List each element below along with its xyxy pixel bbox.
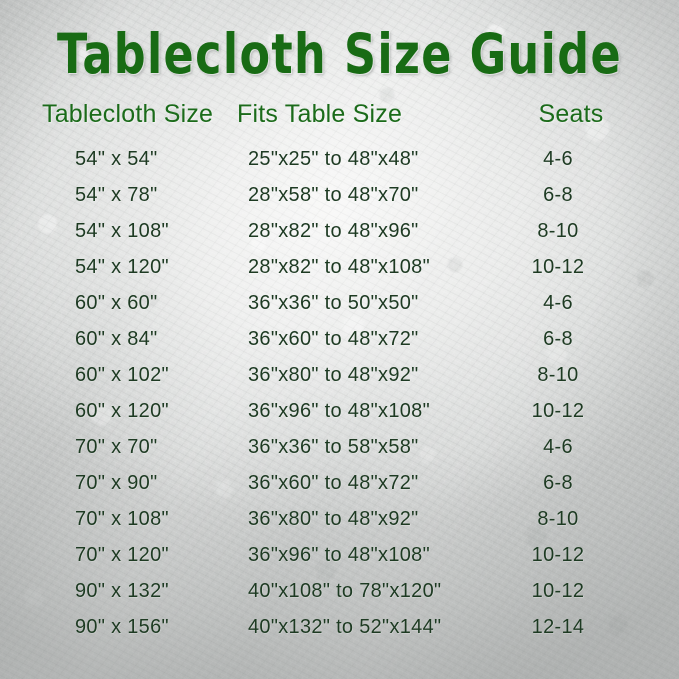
table-row: 60" x 60" 36"x36" to 50"x50" 4-6 [0,292,679,328]
cell-fits-table-size: 28"x82" to 48"x96" [248,220,419,242]
cell-seats: 6-8 [543,328,573,350]
cell-fits-table-size: 28"x82" to 48"x108" [248,256,430,278]
cell-tablecloth-size: 54" x 54" [75,148,158,170]
cell-fits-table-size: 36"x96" to 48"x108" [248,400,430,422]
cell-tablecloth-size: 54" x 78" [75,184,158,206]
table-row: 70" x 70" 36"x36" to 58"x58" 4-6 [0,436,679,472]
cell-tablecloth-size: 60" x 120" [75,400,169,422]
cell-seats: 8-10 [537,508,579,530]
column-header-fits-table-size: Fits Table Size [237,100,403,128]
table-row: 60" x 120" 36"x96" to 48"x108" 10-12 [0,400,679,436]
cell-fits-table-size: 36"x96" to 48"x108" [248,544,430,566]
table-row: 54" x 54" 25"x25" to 48"x48" 4-6 [0,148,679,184]
cell-seats: 6-8 [543,472,573,494]
table-header-row: Tablecloth Size Fits Table Size Seats [0,100,679,148]
cell-fits-table-size: 36"x60" to 48"x72" [248,472,419,494]
cell-fits-table-size: 36"x36" to 58"x58" [248,436,419,458]
cell-fits-table-size: 40"x132" to 52"x144" [248,616,442,638]
cell-tablecloth-size: 90" x 132" [75,580,169,602]
cell-seats: 6-8 [543,184,573,206]
cell-seats: 10-12 [531,256,585,278]
table-row: 70" x 90" 36"x60" to 48"x72" 6-8 [0,472,679,508]
column-header-tablecloth-size: Tablecloth Size [42,100,214,128]
cell-tablecloth-size: 60" x 102" [75,364,169,386]
table-row: 90" x 132" 40"x108" to 78"x120" 10-12 [0,580,679,616]
table-row: 60" x 102" 36"x80" to 48"x92" 8-10 [0,364,679,400]
cell-tablecloth-size: 70" x 108" [75,508,169,530]
cell-tablecloth-size: 90" x 156" [75,616,169,638]
cell-tablecloth-size: 60" x 60" [75,292,158,314]
cell-seats: 8-10 [537,364,579,386]
size-guide-table: Tablecloth Size Fits Table Size Seats 54… [0,100,679,652]
cell-fits-table-size: 25"x25" to 48"x48" [248,148,419,170]
table-row: 90" x 156" 40"x132" to 52"x144" 12-14 [0,616,679,652]
cell-seats: 10-12 [531,544,585,566]
page-title: Tablecloth Size Guide [56,22,623,86]
cell-seats: 8-10 [537,220,579,242]
cell-seats: 10-12 [531,400,585,422]
cell-seats: 4-6 [543,436,573,458]
cell-fits-table-size: 36"x36" to 50"x50" [248,292,419,314]
cell-tablecloth-size: 60" x 84" [75,328,158,350]
table-row: 70" x 108" 36"x80" to 48"x92" 8-10 [0,508,679,544]
cell-tablecloth-size: 54" x 120" [75,256,169,278]
table-row: 54" x 120" 28"x82" to 48"x108" 10-12 [0,256,679,292]
cell-tablecloth-size: 70" x 90" [75,472,158,494]
cell-tablecloth-size: 70" x 120" [75,544,169,566]
cell-fits-table-size: 36"x80" to 48"x92" [248,508,419,530]
table-row: 54" x 108" 28"x82" to 48"x96" 8-10 [0,220,679,256]
cell-fits-table-size: 40"x108" to 78"x120" [248,580,442,602]
table-row: 54" x 78" 28"x58" to 48"x70" 6-8 [0,184,679,220]
cell-tablecloth-size: 54" x 108" [75,220,169,242]
table-row: 60" x 84" 36"x60" to 48"x72" 6-8 [0,328,679,364]
cell-seats: 4-6 [543,148,573,170]
cell-seats: 12-14 [531,616,585,638]
table-row: 70" x 120" 36"x96" to 48"x108" 10-12 [0,544,679,580]
column-header-seats: Seats [538,100,604,128]
cell-seats: 10-12 [531,580,585,602]
cell-fits-table-size: 36"x60" to 48"x72" [248,328,419,350]
cell-fits-table-size: 36"x80" to 48"x92" [248,364,419,386]
cell-fits-table-size: 28"x58" to 48"x70" [248,184,419,206]
cell-seats: 4-6 [543,292,573,314]
cell-tablecloth-size: 70" x 70" [75,436,158,458]
